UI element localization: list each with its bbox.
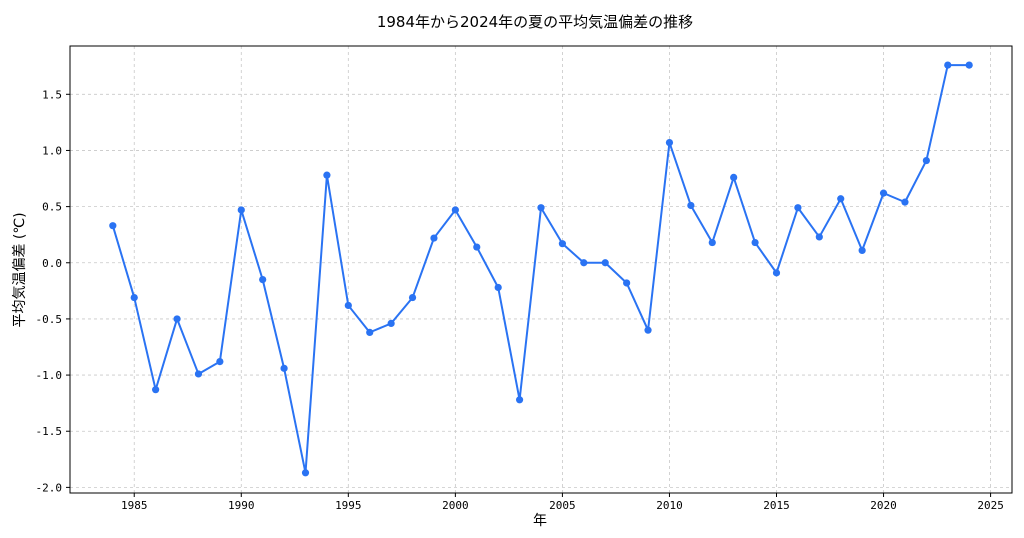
- x-axis-title: 年: [533, 513, 547, 529]
- data-point: [130, 293, 138, 302]
- x-tick-label: 1995: [335, 499, 362, 512]
- chart-title: 1984年から2024年の夏の平均気温偏差の推移: [377, 13, 693, 31]
- data-point: [751, 238, 759, 247]
- x-tick-label: 2005: [549, 499, 576, 512]
- y-tick-label: -0.5: [36, 313, 63, 326]
- data-point: [858, 246, 866, 255]
- data-point: [173, 315, 181, 323]
- data-point: [237, 206, 245, 214]
- x-axis-ticks: 1985 1990 1995 2000 2005 2010 2015 2020 2025: [121, 493, 1004, 512]
- grid-lines: [70, 46, 1012, 493]
- y-axis-title: 平均気温偏差 (℃): [12, 212, 28, 327]
- data-point: [623, 279, 631, 287]
- y-tick-label: 1.5: [42, 88, 62, 101]
- data-point: [794, 204, 802, 212]
- data-point: [280, 364, 288, 372]
- data-point: [109, 222, 117, 230]
- data-point: [408, 293, 417, 302]
- y-axis-ticks: -2.0 -1.5 -1.0 -0.5 0.0 0.5 1.0 1.5: [36, 88, 70, 494]
- data-point: [730, 173, 738, 182]
- y-tick-label: -2.0: [36, 481, 63, 494]
- data-point: [580, 259, 588, 267]
- x-tick-label: 2000: [442, 499, 469, 512]
- x-tick-label: 2025: [977, 499, 1004, 512]
- plot-frame: [69, 45, 1013, 494]
- data-point: [387, 319, 395, 328]
- data-point: [430, 234, 438, 242]
- y-tick-label: -1.0: [36, 369, 63, 382]
- data-point: [837, 195, 845, 203]
- data-series: [109, 61, 973, 477]
- data-point: [644, 326, 652, 334]
- data-point: [815, 233, 823, 241]
- data-point: [965, 61, 973, 69]
- data-point: [537, 204, 545, 212]
- data-point: [772, 269, 781, 277]
- data-point: [944, 61, 952, 69]
- x-tick-label: 2010: [656, 499, 683, 512]
- data-point: [216, 357, 224, 366]
- x-tick-label: 2015: [763, 499, 790, 512]
- data-point: [152, 386, 160, 394]
- y-tick-label: 0.5: [42, 201, 62, 214]
- data-point: [323, 171, 331, 179]
- data-point: [901, 198, 909, 206]
- data-point: [451, 206, 459, 214]
- data-point: [515, 396, 524, 404]
- data-point: [301, 469, 310, 477]
- data-point: [708, 238, 716, 247]
- data-point: [366, 328, 374, 336]
- y-tick-label: 0.0: [42, 257, 62, 270]
- x-tick-label: 1990: [228, 499, 255, 512]
- y-tick-label: 1.0: [42, 144, 62, 157]
- data-point: [922, 156, 930, 165]
- data-point: [879, 189, 888, 197]
- data-point: [194, 370, 203, 378]
- data-point: [344, 301, 352, 310]
- data-point: [665, 138, 674, 147]
- x-tick-label: 1985: [121, 499, 148, 512]
- x-tick-label: 2020: [870, 499, 897, 512]
- data-point: [687, 201, 695, 210]
- y-tick-label: -1.5: [36, 425, 63, 438]
- data-point: [473, 243, 481, 251]
- data-point: [259, 276, 267, 284]
- data-point: [494, 283, 502, 292]
- data-point: [558, 240, 567, 248]
- data-point: [601, 259, 609, 267]
